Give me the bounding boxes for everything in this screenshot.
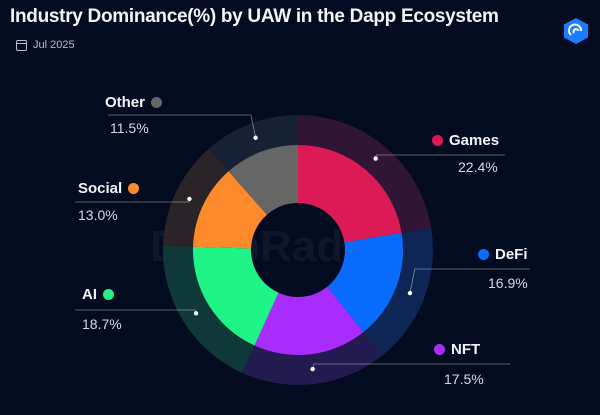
outer-ring-defi xyxy=(363,228,433,356)
value-label-nft: 17.5% xyxy=(444,371,484,387)
dappradar-logo-icon xyxy=(564,18,588,44)
leader-line-defi xyxy=(409,268,530,294)
slice-defi[interactable] xyxy=(327,232,403,333)
leader-dot-nft xyxy=(310,366,315,372)
value-label-social: 13.0% xyxy=(78,207,118,223)
date-label: Jul 2025 xyxy=(16,39,75,51)
slice-nft[interactable] xyxy=(254,286,364,355)
calendar-icon xyxy=(16,39,27,51)
slice-other[interactable] xyxy=(228,145,298,215)
leader-dot-defi xyxy=(407,290,413,296)
value-label-defi: 16.9% xyxy=(488,275,528,291)
chart-title: Industry Dominance(%) by UAW in the Dapp… xyxy=(10,6,499,27)
leader-dot-games xyxy=(373,156,378,161)
date-text: Jul 2025 xyxy=(33,39,75,51)
leader-line-other xyxy=(108,114,256,138)
legend-label-social: Social xyxy=(78,180,140,197)
outer-ring-social xyxy=(163,148,229,247)
legend-dot-other xyxy=(151,97,162,108)
legend-label-ai: AI xyxy=(82,286,114,303)
leader-dot-ai xyxy=(193,311,199,316)
legend-dot-ai xyxy=(103,289,114,300)
leader-dot-social xyxy=(187,196,192,202)
legend-label-other: Other xyxy=(105,94,162,111)
legend-dot-social xyxy=(128,183,140,194)
legend-dot-nft xyxy=(434,344,445,355)
legend-label-games: Games xyxy=(432,132,499,149)
outer-ring-games xyxy=(298,115,432,233)
slice-games[interactable] xyxy=(298,145,402,243)
legend-dot-defi xyxy=(478,249,489,260)
leader-dot-other xyxy=(253,135,258,140)
value-label-other: 11.5% xyxy=(110,120,149,136)
outer-ring-ai xyxy=(163,245,255,373)
value-label-games: 22.4% xyxy=(458,159,498,175)
legend-dot-games xyxy=(432,135,443,146)
slice-social[interactable] xyxy=(193,171,267,249)
value-label-ai: 18.7% xyxy=(82,316,122,332)
slice-ai[interactable] xyxy=(192,246,279,346)
outer-ring-other xyxy=(208,115,298,172)
legend-label-defi: DeFi xyxy=(478,246,528,263)
legend-label-nft: NFT xyxy=(434,341,480,358)
outer-ring-nft xyxy=(242,332,383,386)
